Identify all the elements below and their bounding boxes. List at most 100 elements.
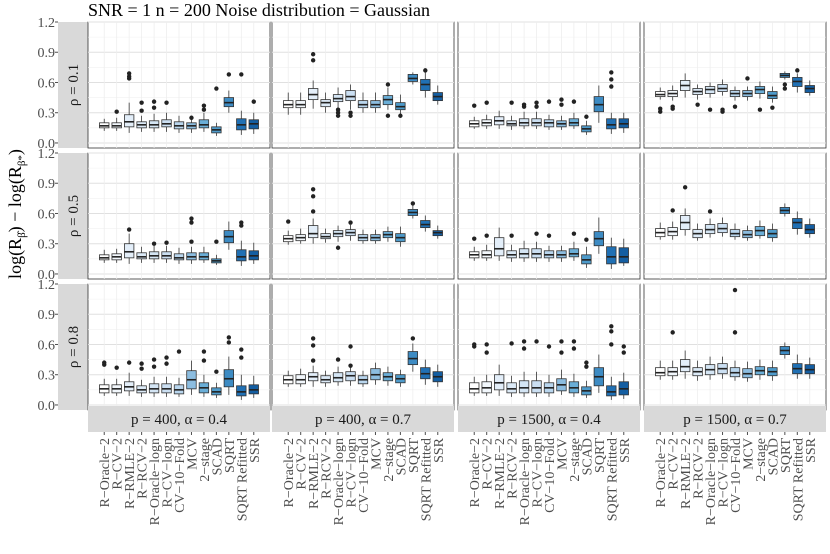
outlier-point <box>484 342 489 347</box>
x-tick-label: R−CV−logn <box>717 438 732 507</box>
outlier-point <box>609 77 614 82</box>
box <box>198 119 210 129</box>
outlier-point <box>534 231 539 236</box>
x-tick-label: MCV <box>555 438 570 470</box>
outlier-point <box>189 220 194 225</box>
outlier-point <box>164 240 169 245</box>
outlier-point <box>239 220 244 225</box>
x-tick-label: R−Oracle−logn <box>148 438 163 525</box>
outlier-point <box>732 330 738 335</box>
outlier-point <box>310 52 316 57</box>
svg-text:log(Rβ̂) − log(Rβ*): log(Rβ̂) − log(Rβ*) <box>5 149 28 279</box>
outlier-point <box>770 105 775 110</box>
outlier-point <box>151 357 157 362</box>
y-tick-label: 0.0 <box>38 399 56 414</box>
outlier-point <box>472 344 477 349</box>
y-tick-label: 0.3 <box>38 238 56 253</box>
x-tick-label: R−CV−logn <box>345 438 360 507</box>
outlier-point <box>484 100 489 105</box>
outlier-point <box>521 104 527 109</box>
outlier-point <box>310 209 316 214</box>
outlier-point <box>251 99 256 104</box>
row-strip-label: ρ = 0.1 <box>66 64 82 106</box>
outlier-point <box>571 231 577 236</box>
outlier-point <box>151 99 157 104</box>
row-strip-label: ρ = 0.8 <box>66 326 82 368</box>
outlier-point <box>335 245 341 250</box>
column-strip-label: p = 1500, α = 0.4 <box>497 412 601 428</box>
x-tick-label: SQRT <box>779 438 794 473</box>
outlier-point <box>335 110 341 115</box>
outlier-point <box>658 109 663 114</box>
outlier-point <box>164 361 169 366</box>
y-axis-title-sub: β̂ <box>16 230 28 238</box>
x-tick-label: SQRT <box>407 438 422 473</box>
outlier-point <box>732 287 738 293</box>
outlier-point <box>546 233 552 238</box>
x-tick-label: CV−10−Fold <box>357 438 372 513</box>
x-tick-label: R−RCV−2 <box>692 438 707 499</box>
outlier-point <box>164 355 169 360</box>
outlier-point <box>201 103 207 108</box>
box <box>606 385 617 397</box>
outlier-point <box>164 100 169 105</box>
outlier-point <box>189 115 194 120</box>
outlier-point <box>226 340 232 345</box>
x-tick-label: 2−stage <box>754 438 769 482</box>
x-tick-label: 2−stage <box>568 438 583 482</box>
box <box>680 359 691 373</box>
outlier-point <box>782 82 788 87</box>
outlier-point <box>151 105 157 110</box>
column-strip <box>644 406 826 432</box>
x-tick-label: CV−10−Fold <box>173 438 188 513</box>
chart-title: SNR = 1 n = 200 Noise distribution = Gau… <box>88 0 430 20</box>
y-axis-title-part: ) − log(R <box>5 166 26 232</box>
y-tick-label: 0.9 <box>38 308 56 323</box>
outlier-point <box>214 86 219 91</box>
column-strip-label: p = 400, α = 0.4 <box>131 412 228 428</box>
outlier-point <box>546 99 552 104</box>
y-axis-title-sub: β* <box>16 155 28 166</box>
outlier-point <box>609 324 614 329</box>
box <box>518 380 530 394</box>
outlier-point <box>385 82 391 87</box>
x-tick-label: R−Oracle−logn <box>332 438 347 525</box>
x-tick-label: R−CV−2 <box>481 438 496 490</box>
panel <box>271 152 455 280</box>
outlier-point <box>410 336 416 341</box>
y-tick-label: 0.9 <box>38 177 56 192</box>
x-tick-label: R−RMLE−2 <box>493 438 508 509</box>
outlier-point <box>720 109 725 114</box>
x-tick-label: SQRT Refitted <box>419 438 434 521</box>
box <box>469 382 480 394</box>
outlier-point <box>559 102 564 107</box>
x-tick-label: 2−stage <box>198 438 213 482</box>
outlier-point <box>559 339 564 344</box>
outlier-point <box>571 346 577 351</box>
outlier-point <box>509 233 514 238</box>
outlier-point <box>621 344 626 349</box>
x-tick-label: R−RMLE−2 <box>307 438 322 509</box>
y-tick-label: 0.3 <box>38 369 56 384</box>
outlier-point <box>226 335 232 340</box>
x-tick-label: SCAD <box>210 438 225 475</box>
outlier-point <box>584 360 589 365</box>
outlier-point <box>484 350 489 355</box>
box <box>124 114 135 128</box>
outlier-point <box>521 346 527 351</box>
x-tick-label: 2−stage <box>382 438 397 482</box>
outlier-point <box>348 344 353 349</box>
x-tick-label: MCV <box>185 438 200 470</box>
x-tick-label: R−Oracle−logn <box>518 438 533 525</box>
x-tick-label: SQRT Refitted <box>605 438 620 521</box>
box <box>568 248 580 258</box>
x-tick-label: R−CV−logn <box>161 438 176 507</box>
outlier-point <box>310 343 316 348</box>
outlier-point <box>621 350 626 355</box>
box <box>494 237 505 257</box>
box <box>792 218 803 230</box>
x-tick-label: R−CV−logn <box>531 438 546 507</box>
outlier-point <box>795 68 800 73</box>
outlier-point <box>189 216 194 221</box>
